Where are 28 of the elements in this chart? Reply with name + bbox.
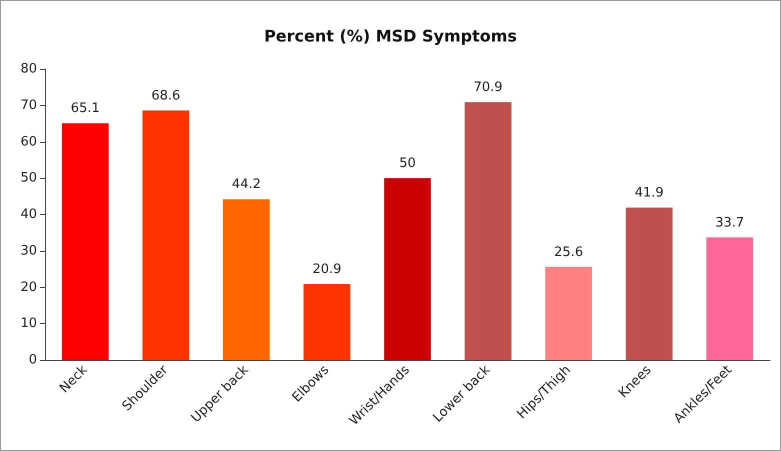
bar	[545, 266, 592, 360]
y-tick-label: 20	[20, 280, 37, 295]
data-label: 25.6	[554, 244, 584, 260]
y-tick-label: 30	[20, 243, 37, 258]
bar	[464, 102, 512, 360]
data-label: 44.2	[232, 177, 261, 192]
data-label: 65.1	[70, 101, 100, 116]
data-label: 70.9	[474, 80, 503, 96]
y-tick-label: 60	[20, 134, 37, 150]
bar	[706, 237, 754, 360]
data-label: 41.9	[634, 186, 664, 201]
data-label: 20.9	[312, 262, 342, 277]
y-tick-label: 0	[28, 352, 37, 368]
bar	[223, 199, 270, 360]
y-tick-label: 70	[20, 98, 37, 113]
bar	[142, 110, 190, 360]
y-tick-label: 80	[20, 62, 37, 76]
data-label: 33.7	[715, 215, 744, 230]
bar	[62, 123, 109, 360]
bar	[626, 208, 673, 360]
data-label: 50	[399, 156, 416, 172]
bar	[304, 284, 350, 360]
data-label: 68.6	[151, 88, 180, 104]
chart-title: Percent (%) MSD Symptoms	[264, 26, 517, 46]
bar	[384, 178, 431, 360]
y-tick-label: 10	[20, 316, 37, 332]
y-tick-label: 50	[20, 170, 37, 186]
y-tick-label: 40	[20, 207, 37, 222]
